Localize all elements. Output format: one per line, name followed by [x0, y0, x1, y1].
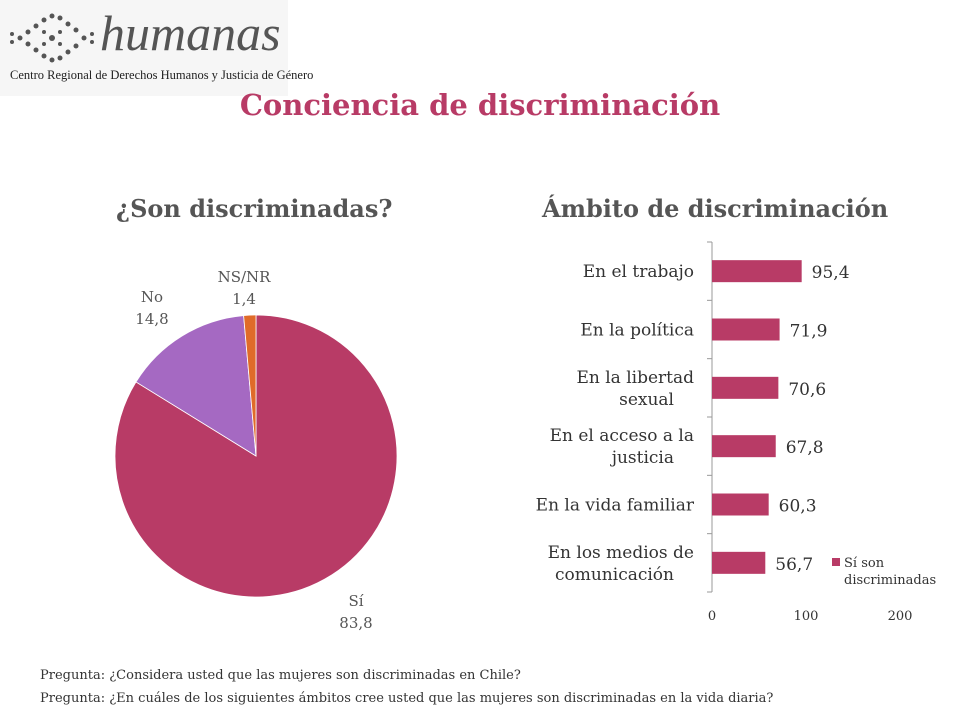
pie-chart-title: ¿Son discriminadas?	[116, 194, 393, 223]
bar-value-label: 70,6	[788, 380, 826, 400]
pie-value-si: 83,8	[339, 614, 372, 632]
bar-chart: 95,4 En el trabajo 71,9 En la política 70,6 E…	[536, 241, 936, 624]
x-tick-label: 0	[708, 609, 716, 624]
bar-en-el-trabajo	[712, 260, 802, 283]
x-tick-label: 100	[794, 609, 819, 624]
category-label: En el trabajo	[583, 262, 694, 282]
bar-en-la-libertad-sexual	[712, 376, 779, 399]
legend-label: discriminadas	[844, 573, 936, 588]
category-label: En los medios de	[548, 543, 694, 563]
question-2: Pregunta: ¿En cuáles de los siguientes á…	[40, 691, 774, 706]
pie-label-ns-nr: NS/NR	[218, 268, 272, 286]
bar-value-label: 67,8	[786, 438, 824, 458]
pie-value-ns-nr: 1,4	[232, 290, 256, 308]
bar-en-los-medios-de-comunicacion	[712, 551, 766, 574]
pie-label-no: No	[141, 288, 163, 306]
bar-value-label: 56,7	[775, 555, 813, 575]
logo: humanas Centro Regional de Derechos Huma…	[0, 0, 313, 96]
pie-value-no: 14,8	[135, 310, 168, 328]
bar-chart-title: Ámbito de discriminación	[542, 194, 889, 223]
page-title: Conciencia de discriminación	[239, 88, 721, 122]
x-tick-label: 200	[888, 609, 913, 624]
category-label: comunicación	[555, 565, 674, 585]
category-label: En la libertad	[576, 368, 694, 388]
bar-value-label: 71,9	[790, 322, 828, 342]
logo-organization: Centro Regional de Derechos Humanos y Ju…	[10, 68, 314, 82]
bar-en-la-vida-familiar	[712, 493, 769, 516]
logo-wordmark: humanas	[100, 5, 281, 61]
question-1: Pregunta: ¿Considera usted que las mujer…	[40, 668, 521, 683]
category-label: En el acceso a la	[550, 426, 694, 446]
category-label: En la política	[580, 321, 694, 341]
category-label: En la vida familiar	[536, 496, 695, 516]
legend-label: Sí son	[844, 556, 885, 571]
bar-value-label: 60,3	[779, 497, 817, 517]
logo-emblem-icon	[10, 13, 94, 63]
pie-label-si: Sí	[348, 592, 363, 610]
pie-slice-no	[135, 315, 257, 457]
pie-slice-ns-nr	[243, 314, 257, 457]
bar-en-la-politica	[712, 318, 780, 341]
legend-swatch	[832, 558, 840, 566]
bar-en-el-acceso-a-la-justicia	[712, 435, 776, 458]
pie-slice-si	[114, 314, 398, 598]
category-label: sexual	[619, 390, 674, 410]
category-label: justicia	[610, 448, 674, 468]
bar-value-label: 95,4	[812, 263, 850, 283]
pie-chart: Sí 83,8 No 14,8 NS/NR 1,4	[114, 268, 398, 632]
